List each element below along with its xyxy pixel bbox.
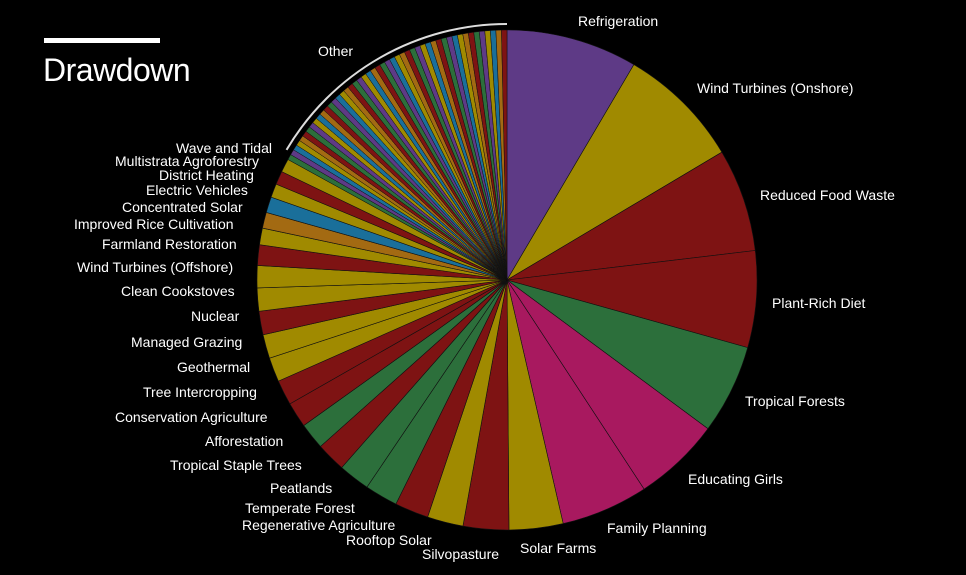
slice-label-electric-vehicles: Electric Vehicles — [146, 182, 248, 198]
slice-label-temperate-forest: Temperate Forest — [245, 500, 355, 516]
slice-label-conservation-agriculture: Conservation Agriculture — [115, 409, 268, 425]
slice-label-improved-rice-cultivation: Improved Rice Cultivation — [74, 216, 234, 232]
slice-label-refrigeration: Refrigeration — [578, 13, 658, 29]
slice-label-wind-turbines-offshore: Wind Turbines (Offshore) — [77, 259, 233, 275]
slice-label-tropical-staple-trees: Tropical Staple Trees — [170, 457, 302, 473]
slice-label-solar-farms: Solar Farms — [520, 540, 596, 556]
slice-label-tropical-forests: Tropical Forests — [745, 393, 845, 409]
page-title: Drawdown — [43, 52, 191, 88]
slice-label-regenerative-agriculture: Regenerative Agriculture — [242, 517, 396, 533]
slice-label-peatlands: Peatlands — [270, 480, 332, 496]
slice-label-multistrata-agroforestry: Multistrata Agroforestry — [115, 153, 259, 169]
title-underline-bar — [44, 38, 160, 43]
pie-slice-other-part — [501, 29, 508, 281]
slice-label-managed-grazing: Managed Grazing — [131, 334, 242, 350]
other-bracket-arc — [285, 23, 508, 151]
slice-label-farmland-restoration: Farmland Restoration — [102, 236, 237, 252]
slice-label-tree-intercropping: Tree Intercropping — [143, 384, 257, 400]
slice-label-family-planning: Family Planning — [607, 520, 707, 536]
pie-slice-refrigeration — [506, 29, 635, 282]
slice-label-concentrated-solar: Concentrated Solar — [122, 199, 243, 215]
slice-label-geothermal: Geothermal — [177, 359, 250, 375]
slice-label-wind-turbines-onshore: Wind Turbines (Onshore) — [697, 80, 853, 96]
pie-slice-wind-turbines-onshore — [506, 64, 723, 281]
slice-label-afforestation: Afforestation — [205, 433, 283, 449]
slice-label-wave-and-tidal: Wave and Tidal — [176, 140, 272, 156]
slice-label-rooftop-solar: Rooftop Solar — [346, 532, 432, 548]
slice-label-other: Other — [318, 43, 353, 59]
slice-label-clean-cookstoves: Clean Cookstoves — [121, 283, 235, 299]
slice-label-reduced-food-waste: Reduced Food Waste — [760, 187, 895, 203]
slice-label-nuclear: Nuclear — [191, 308, 240, 324]
slice-label-plant-rich-diet: Plant-Rich Diet — [772, 295, 865, 311]
slice-label-educating-girls: Educating Girls — [688, 471, 783, 487]
slice-label-silvopasture: Silvopasture — [422, 546, 499, 562]
slice-label-district-heating: District Heating — [159, 167, 254, 183]
